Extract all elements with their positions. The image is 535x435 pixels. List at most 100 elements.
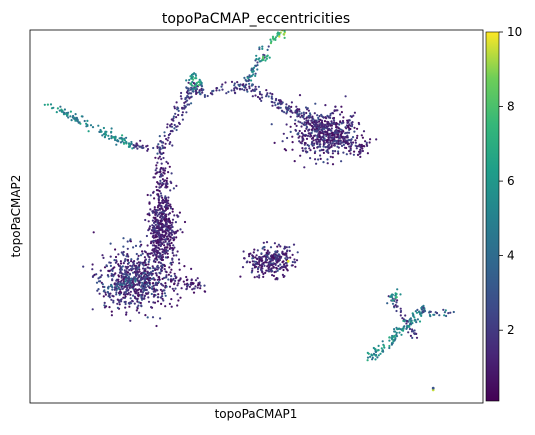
data-point	[117, 278, 120, 281]
data-point	[348, 139, 351, 142]
data-point	[323, 142, 326, 145]
data-point	[83, 119, 86, 123]
data-point	[146, 149, 149, 152]
data-point	[155, 256, 158, 259]
data-point	[129, 290, 132, 293]
data-point	[156, 145, 159, 148]
data-point	[141, 293, 144, 296]
data-point	[329, 112, 332, 115]
data-point	[253, 248, 256, 251]
data-point	[265, 93, 268, 96]
data-point	[285, 264, 288, 267]
data-point	[146, 193, 149, 197]
data-point	[347, 119, 351, 122]
data-point	[110, 298, 113, 301]
data-point	[156, 220, 159, 223]
data-point	[129, 297, 132, 300]
data-point	[262, 261, 265, 264]
data-point	[148, 202, 151, 205]
data-point	[154, 234, 157, 237]
data-point	[241, 266, 245, 269]
data-point	[129, 302, 133, 305]
data-point	[128, 143, 131, 146]
data-point	[346, 120, 349, 124]
data-point	[328, 132, 331, 135]
data-point	[339, 140, 342, 143]
data-point	[273, 242, 276, 245]
data-point	[114, 261, 117, 264]
data-point	[152, 239, 155, 242]
data-point	[109, 292, 112, 295]
data-point	[43, 103, 46, 106]
data-point	[166, 249, 169, 252]
data-point	[150, 277, 154, 280]
data-point	[261, 267, 264, 270]
data-point	[322, 132, 325, 135]
data-point	[169, 124, 172, 127]
data-point	[183, 220, 187, 224]
data-point	[135, 264, 138, 268]
data-point	[163, 218, 166, 222]
data-point	[288, 249, 291, 252]
data-point	[310, 143, 313, 146]
data-point	[181, 113, 184, 117]
data-point	[166, 243, 169, 246]
data-point	[164, 294, 167, 297]
data-point	[161, 248, 164, 251]
data-point	[168, 220, 171, 223]
data-point	[449, 311, 452, 314]
data-point	[272, 266, 275, 269]
data-point	[157, 194, 160, 197]
data-point	[345, 127, 348, 130]
data-point	[169, 189, 172, 192]
data-point	[350, 143, 353, 146]
data-point	[160, 173, 163, 176]
data-point	[245, 83, 248, 86]
data-point	[111, 294, 114, 297]
data-point	[405, 320, 409, 323]
data-point	[130, 281, 133, 285]
data-point	[376, 349, 379, 352]
data-point	[313, 112, 316, 115]
data-point	[298, 108, 301, 111]
data-point	[255, 254, 258, 257]
data-point	[256, 95, 260, 99]
data-point	[361, 136, 364, 139]
data-point	[335, 142, 338, 145]
data-point	[124, 295, 127, 298]
data-point	[192, 78, 195, 81]
data-point	[164, 230, 167, 233]
data-point	[161, 167, 165, 170]
data-point	[262, 272, 265, 276]
data-point	[376, 356, 379, 359]
data-point	[165, 201, 169, 204]
data-point	[319, 143, 322, 146]
data-point	[284, 266, 287, 269]
data-point	[140, 295, 143, 298]
data-point	[160, 258, 163, 262]
data-point	[438, 314, 441, 317]
data-point	[444, 309, 447, 312]
data-point	[300, 125, 303, 128]
data-point	[342, 139, 345, 143]
data-point	[355, 136, 359, 140]
data-point	[152, 284, 155, 287]
data-point	[161, 253, 164, 256]
data-point	[233, 82, 236, 85]
data-point	[176, 304, 179, 307]
data-point	[171, 249, 174, 252]
data-point	[75, 116, 78, 119]
data-point	[148, 283, 151, 286]
data-point	[239, 275, 242, 278]
data-point	[165, 218, 168, 221]
data-point	[289, 125, 292, 128]
data-point	[152, 290, 155, 293]
data-point	[377, 344, 380, 347]
data-point	[173, 272, 176, 275]
data-point	[200, 81, 203, 85]
data-point	[198, 81, 201, 84]
data-point	[331, 133, 334, 136]
data-point	[159, 175, 163, 178]
data-point	[174, 112, 177, 115]
